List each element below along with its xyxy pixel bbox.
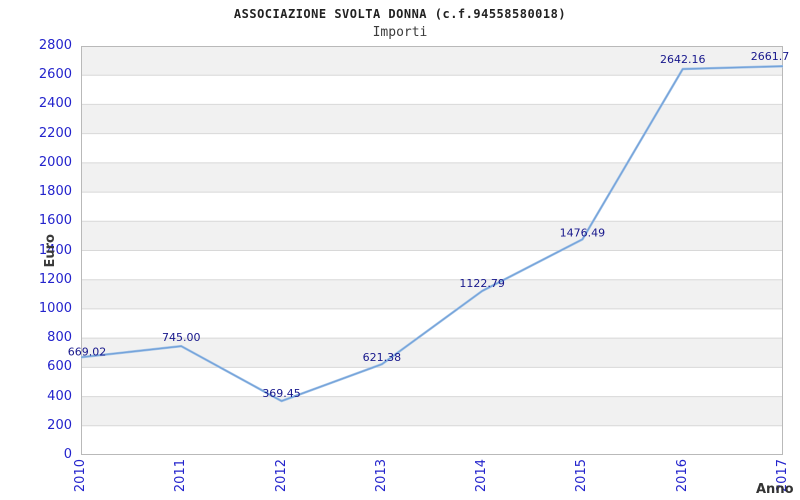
y-tick-label: 400 (47, 388, 72, 404)
y-tick-label: 1800 (38, 184, 72, 200)
data-point-label: 621.38 (363, 351, 402, 364)
y-axis-title: Euro (43, 234, 58, 268)
chart-title: ASSOCIAZIONE SVOLTA DONNA (c.f.945585800… (233, 7, 567, 21)
plot-area: 669.02 745.00 369.45 621.38 1122.79 1476.49 26… (68, 46, 789, 455)
data-point-label: 669.02 (68, 345, 107, 358)
x-axis-title: Anno (756, 482, 794, 497)
y-tick-label: 1200 (38, 271, 72, 287)
x-tick-label: 2015 (574, 459, 590, 493)
background-band (81, 221, 783, 251)
y-tick-label: 2800 (38, 38, 72, 53)
data-point-label: 1476.49 (560, 226, 606, 239)
data-point-label: 2661.7 (751, 50, 790, 63)
y-tick-label: 2600 (38, 67, 72, 83)
y-tick-label: 2000 (38, 154, 72, 170)
data-point-label: 1122.79 (459, 277, 505, 290)
background-band (81, 338, 783, 368)
background-band (81, 162, 783, 193)
x-tick-label: 2010 (73, 459, 88, 493)
series-line (80, 65, 784, 402)
y-tick-label: 2200 (38, 125, 72, 141)
x-tick-label: 2013 (373, 459, 389, 493)
data-point-label: 745.00 (162, 331, 201, 344)
y-tick-label: 0 (63, 447, 72, 462)
x-tick-label: 2014 (474, 459, 490, 493)
plot-border (81, 46, 783, 455)
y-tick-label: 200 (47, 417, 72, 433)
background-band (81, 279, 783, 309)
x-tick-label: 2011 (173, 459, 189, 493)
data-point-label: 2642.16 (660, 53, 706, 66)
x-tick-label: 2012 (273, 459, 289, 493)
y-tick-label: 2400 (38, 96, 72, 112)
y-tick-label: 600 (47, 359, 72, 375)
y-tick-label: 800 (47, 330, 72, 346)
chart-subtitle: Importi (372, 25, 428, 40)
x-tick-label: 2016 (674, 459, 690, 493)
y-tick-label: 1600 (38, 213, 72, 229)
y-tick-label: 1000 (38, 300, 72, 316)
background-band (81, 396, 783, 426)
data-point-label: 369.45 (262, 387, 301, 400)
background-band (81, 104, 783, 134)
y-tick-label: 1400 (38, 242, 72, 258)
background-band (81, 46, 783, 76)
